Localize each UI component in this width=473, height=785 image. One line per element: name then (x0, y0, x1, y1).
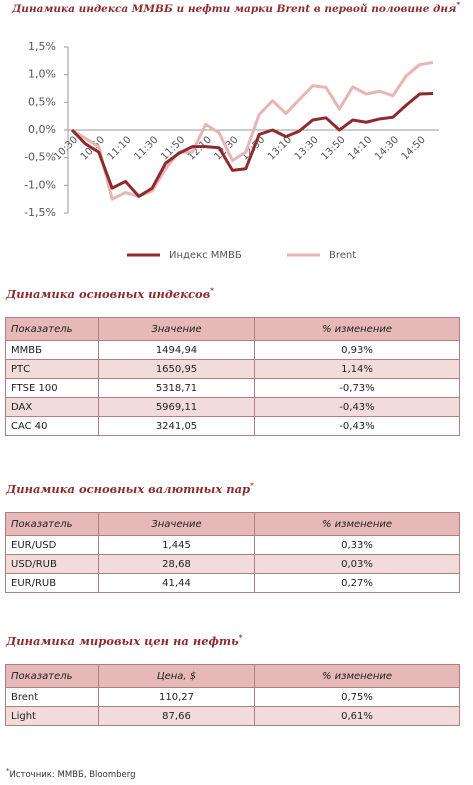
table-cell: 5969,11 (98, 397, 255, 417)
header-cell: Показатель (5, 317, 99, 341)
series-line (71, 61, 434, 201)
table-row: DAX 5969,11 -0,43% (5, 397, 460, 417)
table-cell: EUR/USD (5, 535, 99, 555)
table-cell: РТС (5, 359, 99, 379)
header-cell: % изменение (254, 664, 460, 688)
header-cell: % изменение (254, 512, 460, 536)
table-cell: EUR/RUB (5, 573, 99, 593)
table-cell: 1494,94 (98, 340, 255, 360)
y-tick-label: -0,5% (24, 151, 56, 164)
section-title: Динамика основных индексов* (6, 286, 214, 301)
header-cell: Значение (98, 317, 255, 341)
table-cell: CAC 40 (5, 416, 99, 436)
y-tick-label: 1,5% (28, 40, 56, 53)
table-cell: Light (5, 706, 99, 726)
table-cell: 1650,95 (98, 359, 255, 379)
table-row: ММВБ 1494,94 0,93% (5, 340, 460, 360)
table-row: Brent 110,27 0,75% (5, 687, 460, 707)
table-cell: 0,61% (254, 706, 460, 726)
table-cell: 41,44 (98, 573, 255, 593)
table-cell: DAX (5, 397, 99, 417)
legend-label: Brent (329, 250, 356, 261)
table-row: Light 87,66 0,61% (5, 706, 460, 726)
section-title-mark: * (250, 481, 254, 490)
table-cell: 0,33% (254, 535, 460, 555)
footnote: *Источник: ММВБ, Bloomberg (6, 767, 135, 780)
y-tick-label: 0,5% (28, 95, 56, 108)
x-tick-label: 14:50 (400, 134, 428, 162)
footnote-text: Источник: ММВБ, Bloomberg (9, 769, 136, 780)
section-title-mark: * (238, 633, 243, 642)
header-row: Показатель Значение% изменение (5, 512, 460, 536)
table-row: EUR/USD 1,445 0,33% (5, 535, 460, 555)
data-table: Показатель Значение% изменение ММВБ 1494,94… (5, 317, 460, 436)
title-mark: * (456, 0, 460, 9)
table-cell: FTSE 100 (5, 378, 99, 398)
y-tick-label: 1,0% (28, 68, 56, 81)
x-tick-label: 11:30 (132, 134, 160, 162)
table-cell: USD/RUB (5, 554, 99, 574)
x-tick-label: 13:50 (319, 134, 347, 162)
section-title-text: Динамика основных валютных пар (6, 481, 251, 496)
header-row: Показатель Значение% изменение (5, 317, 460, 341)
table-row: USD/RUB 28,68 0,03% (5, 554, 460, 574)
table-row: FTSE 100 5318,71 -0,73% (5, 378, 460, 398)
table-cell: -0,73% (254, 378, 460, 398)
table-row: CAC 40 3241,05 -0,43% (5, 416, 460, 436)
section-title: Динамика основных валютных пар* (6, 481, 254, 496)
section-title-text: Динамика основных индексов (6, 286, 211, 301)
table-cell: 1,14% (254, 359, 460, 379)
x-tick-label: 14:30 (373, 134, 401, 162)
chart-title: Динамика индекса ММВБ и нефти марки Bren… (11, 0, 460, 15)
chart: Динамика индекса ММВБ и нефти марки Bren… (11, 0, 460, 261)
x-tick-label: 14:10 (346, 134, 374, 162)
header-cell: % изменение (254, 317, 460, 341)
y-tick-label: 0,0% (28, 123, 56, 136)
table-cell: 0,75% (254, 687, 460, 707)
table-cell: 3241,05 (98, 416, 255, 436)
x-tick-label: 13:30 (293, 134, 321, 162)
header-cell: Показатель (5, 664, 99, 688)
title-text: Динамика индекса ММВБ и нефти марки Bren… (11, 2, 456, 15)
header-cell: Показатель (5, 512, 99, 536)
header-cell: Значение (98, 512, 255, 536)
header-row: Показатель Цена, $% изменение (5, 664, 460, 688)
table-cell: Brent (5, 687, 99, 707)
table-row: EUR/RUB 41,44 0,27% (5, 573, 460, 593)
table-cell: 87,66 (98, 706, 255, 726)
table-cell: 0,03% (254, 554, 460, 574)
header-cell: Цена, $ (98, 664, 255, 688)
table-cell: 28,68 (98, 554, 255, 574)
table-cell: 0,27% (254, 573, 460, 593)
section-title: Динамика мировых цен на нефть* (6, 633, 242, 648)
legend-label: Индекс ММВБ (169, 250, 242, 261)
table-cell: 5318,71 (98, 378, 255, 398)
x-tick-label: 13:10 (266, 134, 294, 162)
table-cell: -0,43% (254, 397, 460, 417)
table-cell: -0,43% (254, 416, 460, 436)
table-cell: 0,93% (254, 340, 460, 360)
data-table: Показатель Значение% изменение EUR/USD 1,44… (5, 512, 460, 593)
x-tick-label: 10:30 (52, 134, 80, 162)
table-cell: ММВБ (5, 340, 99, 360)
y-tick-label: -1,5% (24, 206, 56, 219)
data-table: Показатель Цена, $% изменение Brent 110,27 0… (5, 664, 460, 726)
table-cell: 1,445 (98, 535, 255, 555)
table-cell: 110,27 (98, 687, 255, 707)
section-title-mark: * (210, 286, 214, 295)
x-tick-label: 11:10 (106, 134, 134, 162)
footnote-mark: * (6, 767, 10, 775)
section-title-text: Динамика мировых цен на нефть (6, 633, 239, 648)
y-tick-label: -1,0% (24, 178, 56, 191)
table-row: РТС 1650,95 1,14% (5, 359, 460, 379)
series-line (70, 91, 434, 198)
